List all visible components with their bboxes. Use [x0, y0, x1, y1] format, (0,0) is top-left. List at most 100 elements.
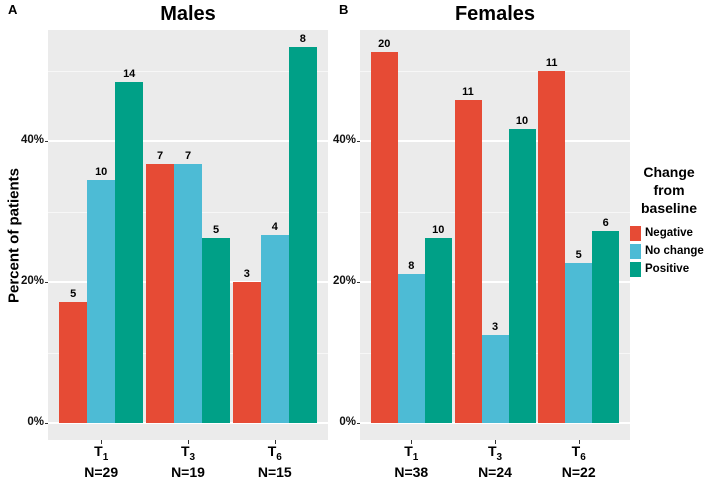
x-tick-mark — [495, 440, 496, 444]
legend-key-negative — [630, 225, 641, 241]
y-tick-mark — [45, 141, 48, 142]
bar-value-label: 5 — [575, 248, 582, 261]
bar-value-label: 14 — [123, 68, 136, 81]
gridline-minor — [48, 70, 328, 72]
timepoint-label: T6 — [571, 443, 586, 463]
sample-size-label: N=24 — [478, 463, 512, 477]
gridline-minor — [360, 70, 630, 72]
plot-area-males: 5 10 14 7 7 5 3 4 8 — [48, 30, 328, 440]
x-tick-mark — [101, 440, 103, 444]
bar-females-t6-no-change — [565, 262, 593, 423]
bar-males-t6-negative — [232, 282, 261, 423]
gridline-major — [48, 422, 328, 424]
legend-item-label: Positive — [645, 263, 690, 276]
bar-females-t3-no-change — [481, 334, 509, 423]
bar-males-t1-negative — [59, 301, 88, 423]
legend: Change from baseline Negative No change Po… — [630, 163, 708, 277]
bar-value-label: 7 — [184, 149, 192, 162]
legend-item: Negative — [630, 225, 708, 241]
bar-value-label: 10 — [95, 165, 108, 178]
bar-females-t3-negative — [454, 100, 482, 423]
panel-a-title: Males — [160, 3, 216, 25]
bar-value-label: 6 — [602, 216, 609, 229]
y-tick-label: 0% — [27, 416, 44, 428]
panel-b-label: B — [339, 2, 349, 17]
bar-value-label: 20 — [378, 38, 391, 51]
legend-item: Positive — [630, 261, 708, 277]
bar-males-t6-positive — [288, 47, 317, 423]
legend-key-no-change — [630, 243, 641, 259]
gridline-major — [360, 422, 630, 424]
bar-females-t3-positive — [508, 129, 536, 423]
sample-size-label: N=29 — [84, 463, 119, 477]
legend-title: Change from baseline — [640, 164, 698, 217]
bar-value-label: 5 — [70, 287, 77, 300]
legend-item-label: Negative — [645, 227, 693, 240]
gridline-minor — [360, 211, 630, 213]
gridline-major — [48, 140, 328, 142]
timepoint-label: T6 — [267, 443, 282, 463]
bar-value-label: 11 — [462, 86, 474, 99]
sample-size-label: N=19 — [171, 463, 205, 477]
bar-value-label: 10 — [432, 223, 445, 236]
x-axis-category-label: T6 N=15 — [230, 444, 320, 477]
bar-males-t1-positive — [115, 82, 144, 423]
legend-items: Negative No change Positive — [630, 225, 708, 277]
y-tick-mark — [45, 423, 48, 424]
y-tick-mark — [357, 282, 360, 283]
x-axis-category-label: T6 N=22 — [534, 444, 624, 477]
x-axis-category-label: T3 N=19 — [143, 444, 233, 477]
y-tick-label: 20% — [332, 275, 356, 287]
bar-value-label: 8 — [299, 33, 306, 46]
x-tick-mark — [578, 440, 580, 444]
x-tick-mark — [411, 440, 413, 444]
bar-value-label: 10 — [515, 115, 529, 127]
plot-area-females: 20 8 10 11 3 10 11 5 6 — [360, 30, 630, 440]
bar-females-t1-positive — [424, 237, 452, 423]
sample-size-label: N=38 — [394, 463, 429, 477]
timepoint-label: T3 — [487, 443, 503, 463]
bar-value-label: 3 — [491, 320, 499, 333]
y-tick-mark — [357, 141, 360, 142]
bar-value-label: 3 — [243, 268, 250, 280]
panel-b-title: Females — [454, 3, 536, 25]
bar-males-t6-no-change — [260, 234, 289, 423]
bar-males-t3-negative — [146, 163, 174, 423]
legend-item: No change — [630, 243, 708, 259]
x-tick-mark — [274, 440, 276, 444]
bar-females-t1-no-change — [397, 274, 425, 423]
x-axis-category-label: T3 N=24 — [450, 444, 540, 477]
timepoint-label: T1 — [94, 443, 109, 463]
sample-size-label: N=22 — [561, 463, 596, 477]
sample-size-label: N=15 — [257, 463, 292, 477]
x-axis-category-label: T1 N=29 — [56, 444, 146, 477]
bar-value-label: 5 — [212, 223, 220, 236]
bar-value-label: 7 — [156, 149, 164, 162]
bar-males-t1-no-change — [87, 179, 116, 423]
bar-males-t3-no-change — [174, 163, 202, 423]
y-tick-label: 40% — [20, 134, 44, 146]
bar-value-label: 8 — [408, 260, 415, 273]
timepoint-label: T1 — [404, 443, 419, 463]
y-tick-mark — [357, 423, 360, 424]
bar-females-t6-positive — [592, 230, 620, 423]
y-tick-label: 20% — [20, 275, 44, 287]
bar-females-t1-negative — [370, 52, 398, 423]
x-axis-category-label: T1 N=38 — [366, 444, 456, 477]
gridline-major — [360, 140, 630, 142]
gridline-major — [360, 281, 630, 283]
x-tick-mark — [188, 440, 189, 444]
y-tick-label: 0% — [339, 416, 356, 428]
bar-males-t3-positive — [202, 237, 230, 423]
timepoint-label: T3 — [180, 443, 196, 463]
bar-females-t6-negative — [538, 70, 566, 423]
y-axis-label: Percent of patients — [5, 167, 23, 304]
panel-a-label: A — [8, 2, 18, 17]
legend-item-label: No change — [645, 245, 704, 258]
bar-value-label: 4 — [271, 220, 278, 233]
bar-value-label: 11 — [545, 56, 558, 69]
y-tick-label: 40% — [332, 134, 356, 146]
legend-key-positive — [630, 261, 641, 277]
y-tick-mark — [45, 282, 48, 283]
